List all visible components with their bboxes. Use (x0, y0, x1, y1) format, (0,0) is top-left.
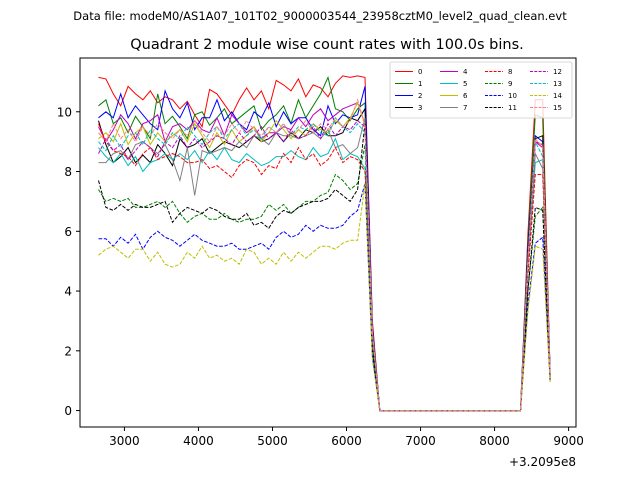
legend-label-11: 11 (508, 104, 517, 112)
legend-label-5: 5 (463, 80, 467, 88)
x-offset-label: +3.2095e8 (509, 455, 576, 469)
series-line-2 (98, 86, 551, 412)
legend-label-13: 13 (553, 80, 562, 88)
series-line-12 (98, 119, 551, 412)
legend-label-8: 8 (508, 68, 512, 76)
y-tick-label: 0 (64, 404, 72, 418)
series-line-15 (98, 98, 551, 412)
x-tick-label: 6000 (331, 434, 362, 448)
series-line-14 (98, 183, 551, 412)
y-tick-label: 10 (57, 105, 72, 119)
series-line-3 (98, 107, 551, 412)
legend-label-3: 3 (418, 104, 422, 112)
plot-frame (79, 57, 577, 428)
axes-layer: 3000 4000 5000 6000 7000 8000 9000 0 2 4 6 8 10 (57, 105, 584, 448)
legend-label-4: 4 (463, 68, 468, 76)
legend-box (389, 61, 573, 119)
legend-label-6: 6 (463, 92, 468, 100)
x-tick-label: 5000 (257, 434, 288, 448)
series-line-11 (98, 123, 551, 412)
legend-label-10: 10 (508, 92, 517, 100)
chart-title: Quadrant 2 module wise count rates with … (130, 37, 524, 53)
legend-label-2: 2 (418, 92, 422, 100)
x-tick-label: 9000 (553, 434, 584, 448)
legend-label-12: 12 (553, 68, 562, 76)
legend-label-1: 1 (418, 80, 422, 88)
x-tick-label: 3000 (109, 434, 140, 448)
y-tick-label: 8 (64, 165, 72, 179)
legend-label-15: 15 (553, 104, 562, 112)
legend-label-7: 7 (463, 104, 467, 112)
x-tick-label: 4000 (183, 434, 214, 448)
x-tick-label: 7000 (405, 434, 436, 448)
legend-label-0: 0 (418, 68, 422, 76)
y-tick-label: 2 (64, 344, 72, 358)
series-line-13 (98, 116, 551, 412)
chart-suptitle: Data file: modeM0/AS1A07_101T02_90000035… (73, 9, 567, 23)
series-line-0 (98, 75, 551, 412)
y-tick-label: 6 (64, 225, 72, 239)
legend-label-14: 14 (553, 92, 562, 100)
plot-area (80, 58, 576, 427)
series-line-5 (98, 137, 551, 412)
series-line-10 (98, 183, 551, 412)
series-layer (98, 75, 551, 412)
x-tick-label: 8000 (479, 434, 510, 448)
series-line-9 (98, 144, 551, 412)
legend-label-9: 9 (508, 80, 512, 88)
y-tick-label: 4 (64, 285, 72, 299)
